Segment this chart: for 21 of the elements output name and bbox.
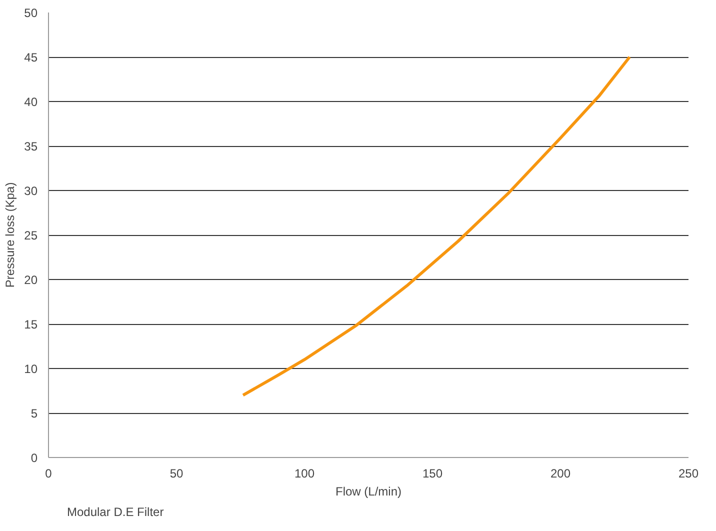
y-tick-label: 10: [24, 362, 38, 376]
y-tick-label: 5: [30, 406, 38, 420]
x-tick-label: 250: [678, 466, 699, 480]
y-tick-label: 40: [24, 95, 38, 109]
y-tick-label: 25: [24, 228, 38, 242]
x-tick-label: 50: [170, 466, 184, 480]
x-tick-label: 200: [550, 466, 571, 480]
y-axis-title: Pressure loss (Kpa): [3, 182, 18, 288]
x-tick-label: 0: [45, 466, 52, 480]
y-tick-label: 15: [24, 318, 38, 332]
y-tick-label: 0: [30, 451, 38, 465]
y-tick-label: 35: [24, 140, 38, 154]
line-series: [242, 56, 632, 397]
y-tick-label: 20: [24, 273, 38, 287]
x-tick-label: 100: [294, 466, 315, 480]
y-tick-label: 30: [24, 184, 38, 198]
x-axis-title: Flow (L/min): [335, 484, 402, 498]
text: Modular D.E Filter: [67, 505, 164, 519]
x-tick-label: 150: [422, 466, 443, 480]
y-tick-label: 50: [24, 6, 38, 20]
y-tick-label: 45: [24, 50, 38, 64]
